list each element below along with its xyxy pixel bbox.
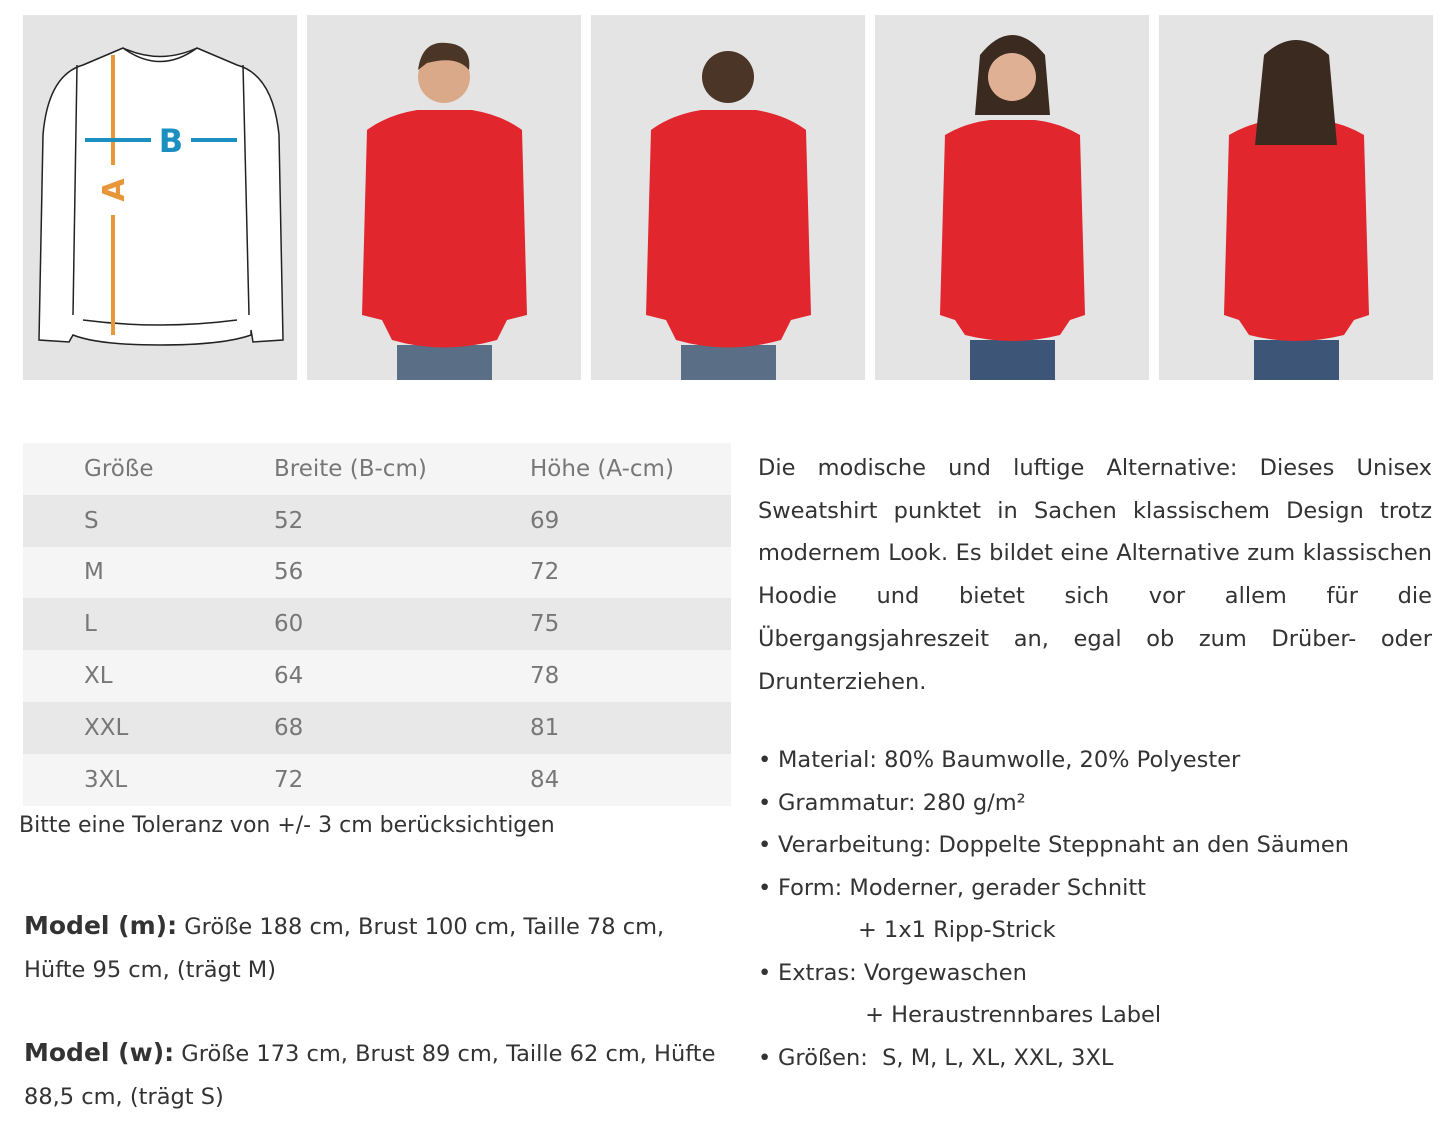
cell: 56 [274, 559, 304, 586]
cell: M [84, 559, 104, 586]
feature-processing: • Verarbeitung: Doppelte Steppnaht an den… [758, 824, 1349, 867]
photo-woman-front [875, 15, 1149, 380]
cell: 52 [274, 507, 304, 534]
feature-text: Verarbeitung: Doppelte Steppnaht an den … [778, 832, 1349, 858]
bullet-icon: • [758, 832, 772, 858]
bullet-icon: • [758, 959, 772, 986]
header-width: Breite (B-cm) [274, 455, 427, 482]
table-row: XXL 68 81 [23, 701, 731, 754]
table-row: L 60 75 [23, 598, 731, 651]
cell: XXL [84, 714, 129, 741]
bullet-icon: • [758, 1044, 772, 1071]
model-w-text: Größe 173 cm, Brust 89 cm, Taille 62 cm,… [24, 1041, 716, 1110]
feature-sizes: • Größen: S, M, L, XL, XXL, 3XL [758, 1037, 1349, 1080]
cell: S [84, 507, 99, 534]
cell: 69 [530, 507, 560, 534]
model-m-info: Model (m): Größe 188 cm, Brust 100 cm, T… [24, 904, 724, 992]
cell: 68 [274, 714, 304, 741]
feature-form-cont: + 1x1 Ripp-Strick [858, 917, 1056, 943]
table-row: M 56 72 [23, 546, 731, 599]
size-diagram: B A [23, 15, 297, 380]
feature-text: Form: Moderner, gerader Schnitt [778, 874, 1146, 901]
label-a: A [97, 178, 132, 202]
cell: 75 [530, 611, 560, 638]
feature-extras: • Extras: Vorgewaschen [758, 952, 1349, 995]
bullet-icon: • [758, 789, 772, 816]
cell: XL [84, 663, 113, 690]
header-size: Größe [84, 455, 154, 482]
size-table: Größe Breite (B-cm) Höhe (A-cm) S 52 69 M 56 7… [23, 443, 731, 806]
cell: 3XL [84, 766, 128, 793]
cell: 81 [530, 714, 560, 741]
model-m-text: Größe 188 cm, Brust 100 cm, Taille 78 cm… [24, 914, 665, 983]
cell: 72 [530, 559, 560, 586]
photo-woman-back [1159, 15, 1433, 380]
label-b: B [159, 122, 183, 160]
sweatshirt-outline-icon: B A [38, 47, 284, 346]
tolerance-note: Bitte eine Toleranz von +/- 3 cm berücks… [19, 813, 555, 838]
bullet-icon: • [758, 747, 772, 773]
cell: 60 [274, 611, 304, 638]
cell: 72 [274, 766, 304, 793]
feature-list: • Material: 80% Baumwolle, 20% Polyester … [758, 739, 1349, 1079]
header-height: Höhe (A-cm) [530, 455, 674, 482]
table-header: Größe Breite (B-cm) Höhe (A-cm) [23, 443, 731, 495]
model-w-label: Model (w): [24, 1038, 175, 1067]
photo-man-front [307, 15, 581, 380]
cell: 84 [530, 766, 560, 793]
table-row: XL 64 78 [23, 650, 731, 702]
cell: L [84, 611, 97, 638]
model-w-info: Model (w): Größe 173 cm, Brust 89 cm, Ta… [24, 1031, 724, 1119]
feature-text: Material: 80% Baumwolle, 20% Polyester [778, 747, 1241, 773]
feature-material: • Material: 80% Baumwolle, 20% Polyester [758, 739, 1349, 782]
cell: 64 [274, 663, 304, 690]
table-row: S 52 69 [23, 494, 731, 547]
feature-text: Extras: Vorgewaschen [778, 959, 1027, 986]
feature-extras-cont: + Heraustrennbares Label [858, 1002, 1162, 1028]
bullet-icon: • [758, 874, 772, 901]
model-m-label: Model (m): [24, 911, 178, 940]
feature-form: • Form: Moderner, gerader Schnitt [758, 867, 1349, 910]
cell: 78 [530, 663, 560, 690]
feature-text: Grammatur: 280 g/m² [778, 789, 1026, 816]
product-description: Die modische und luftige Alternative: Di… [758, 455, 1432, 695]
photo-man-back [591, 15, 865, 380]
table-row: 3XL 72 84 [23, 753, 731, 806]
feature-text: Größen: S, M, L, XL, XXL, 3XL [778, 1044, 1114, 1071]
feature-weight: • Grammatur: 280 g/m² [758, 782, 1349, 825]
